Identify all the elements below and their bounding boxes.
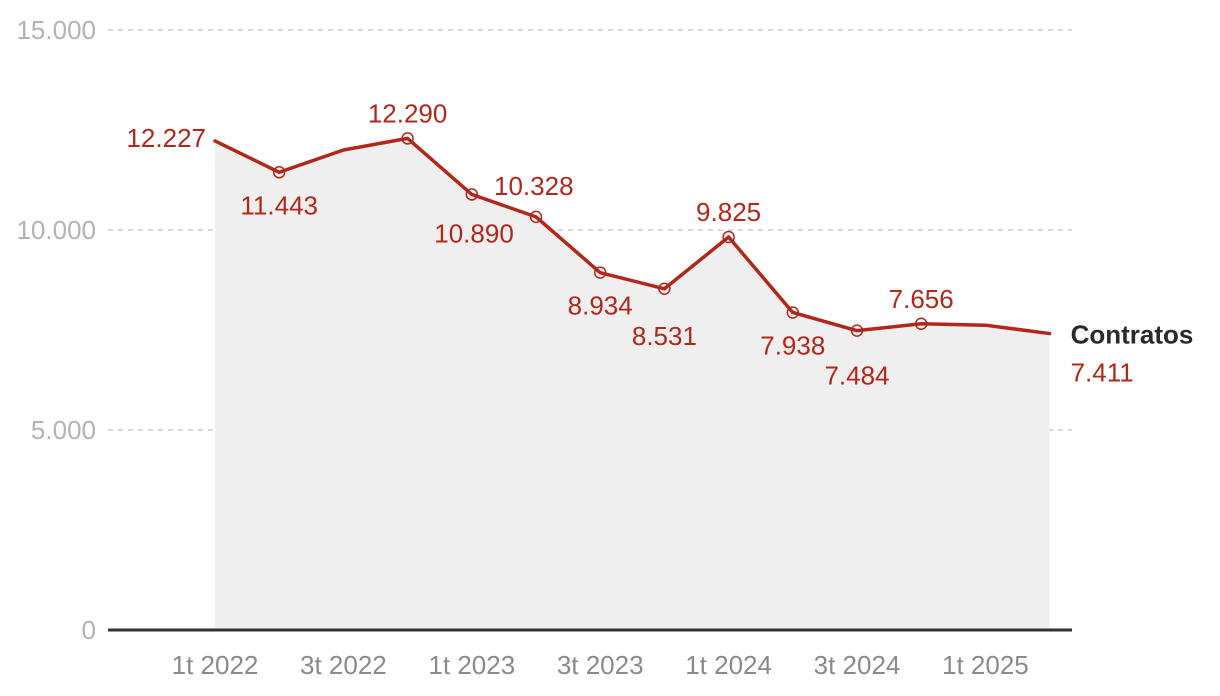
y-tick-label: 0 (82, 615, 96, 645)
data-label: 7.656 (889, 284, 954, 314)
x-tick-label: 1t 2024 (685, 650, 772, 680)
y-tick-label: 5.000 (31, 415, 96, 445)
x-tick-label: 3t 2024 (814, 650, 901, 680)
data-labels: 12.227 11.443 12.290 10.890 10.328 8.9348.531… (126, 98, 953, 390)
data-point (465, 188, 479, 201)
series-end-label: Contratos 7.411 (1071, 320, 1194, 388)
data-point (593, 266, 607, 279)
data-point (401, 132, 414, 145)
data-label: 8.934 (568, 291, 633, 321)
data-label: 7.938 (760, 330, 825, 360)
data-label: 12.227 (126, 123, 206, 153)
y-tick-label: 15.000 (16, 15, 96, 45)
data-label: 10.890 (434, 218, 514, 248)
x-tick-label: 3t 2022 (300, 650, 387, 680)
series-last-value: 7.411 (1071, 358, 1134, 388)
line-layer (213, 136, 1052, 336)
area-layer (215, 138, 1050, 630)
data-point (722, 230, 735, 244)
data-label: 9.825 (696, 197, 761, 227)
area-fill (215, 138, 1050, 630)
series-name-label: Contratos (1071, 320, 1194, 350)
y-tick-labels: 0 5.000 10.000 15.000 (16, 15, 96, 645)
data-point (658, 282, 671, 296)
y-tick-label: 10.000 (16, 215, 96, 245)
data-point (850, 324, 864, 337)
series-line (213, 136, 1052, 336)
x-tick-label: 1t 2025 (942, 650, 1029, 680)
x-tick-labels: 1t 2022 3t 2022 1t 2023 3t 2023 1t 2024 3t 20… (172, 650, 1029, 680)
data-point (914, 317, 928, 331)
x-tick-label: 1t 2023 (428, 650, 515, 680)
data-point (529, 210, 543, 224)
data-label: 11.443 (240, 190, 318, 220)
data-label: 8.531 (632, 321, 697, 351)
data-point (272, 166, 286, 179)
x-tick-label: 1t 2022 (172, 650, 259, 680)
data-label: 12.290 (368, 98, 448, 128)
markers (272, 132, 928, 337)
data-label: 10.328 (494, 171, 574, 201)
data-label: 7.484 (824, 361, 889, 391)
x-tick-label: 3t 2023 (557, 650, 644, 680)
data-point (786, 306, 800, 319)
